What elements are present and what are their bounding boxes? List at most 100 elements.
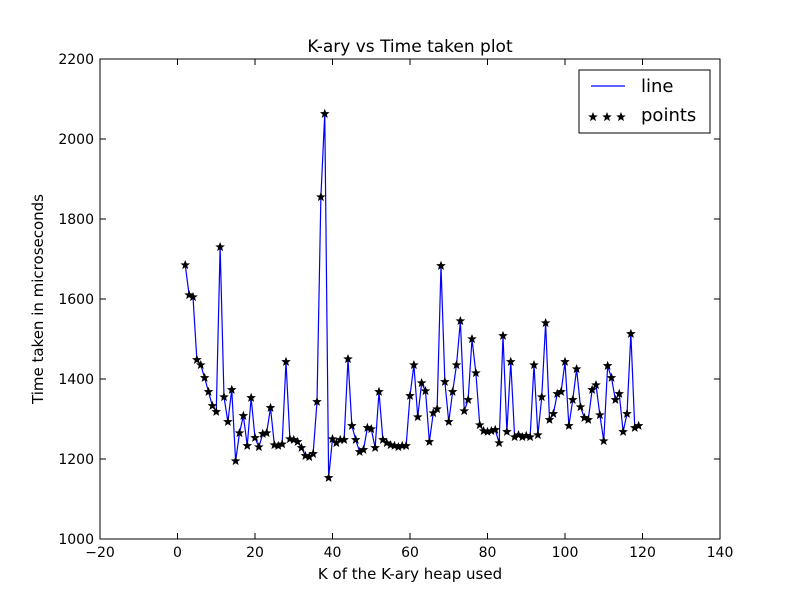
data-point	[471, 367, 481, 378]
data-point	[323, 472, 334, 482]
data-point	[374, 386, 384, 396]
data-point	[277, 439, 287, 449]
data-point	[180, 259, 191, 270]
x-tick-label: 80	[479, 545, 497, 561]
data-point	[316, 191, 326, 202]
legend-point-swatch	[588, 111, 598, 122]
data-point	[207, 400, 218, 410]
data-point	[409, 359, 419, 370]
data-point	[405, 390, 415, 400]
data-point	[494, 437, 504, 448]
data-point	[525, 431, 535, 442]
x-tick-label: 140	[707, 545, 734, 561]
data-point	[598, 435, 609, 446]
data-point	[312, 396, 322, 406]
legend: line points	[578, 69, 711, 134]
data-point	[223, 416, 233, 426]
data-point	[602, 360, 613, 370]
data-point	[548, 408, 559, 418]
data-point	[203, 386, 214, 396]
data-point	[412, 411, 423, 422]
data-point	[250, 432, 260, 442]
x-tick-label: 60	[401, 545, 419, 561]
data-point	[447, 386, 458, 396]
data-point	[381, 437, 392, 448]
y-tick-label: 2000	[58, 132, 94, 148]
data-point	[226, 384, 237, 394]
x-tick-label: −20	[85, 545, 115, 561]
x-tick-label: 20	[246, 545, 264, 561]
data-point	[540, 317, 551, 328]
data-point	[254, 441, 264, 452]
data-point	[436, 260, 446, 270]
data-point	[536, 391, 547, 402]
data-point	[358, 444, 369, 454]
x-axis-label: K of the K-ary heap used	[318, 565, 502, 583]
data-point	[474, 419, 485, 430]
data-point	[560, 356, 570, 366]
data-point	[211, 406, 222, 416]
data-point	[343, 353, 353, 364]
data-point	[350, 434, 361, 444]
data-point	[215, 241, 225, 252]
legend-point-swatch	[602, 111, 612, 122]
data-point	[188, 291, 198, 302]
data-point	[192, 354, 202, 364]
data-point	[199, 372, 210, 382]
data-point	[606, 372, 617, 382]
data-point	[579, 412, 590, 422]
data-point	[292, 436, 303, 446]
data-point	[610, 394, 621, 404]
data-point	[265, 402, 276, 412]
data-point	[490, 424, 501, 434]
data-point	[327, 433, 338, 444]
data-point	[626, 328, 636, 338]
data-point	[195, 359, 206, 370]
data-point	[502, 426, 512, 436]
data-point	[455, 315, 466, 326]
data-point	[564, 420, 574, 430]
data-point	[571, 363, 582, 374]
y-tick-label: 1200	[58, 452, 94, 468]
data-point	[618, 426, 628, 436]
data-point	[246, 392, 256, 402]
data-point	[633, 420, 644, 430]
legend-label-points: points	[641, 105, 696, 126]
data-point	[591, 379, 601, 390]
data-point	[261, 427, 272, 438]
data-point	[234, 427, 245, 438]
data-point	[339, 434, 349, 444]
data-point	[622, 408, 632, 418]
data-point	[513, 429, 524, 440]
data-point	[219, 391, 229, 402]
data-point	[308, 448, 318, 458]
y-tick-label: 1400	[58, 372, 94, 388]
data-point	[416, 377, 427, 388]
data-point	[556, 386, 566, 396]
chart-title: K-ary vs Time taken plot	[307, 37, 513, 57]
series-line	[184, 113, 639, 478]
data-point	[296, 442, 307, 452]
data-point	[366, 423, 377, 434]
legend-label-line: line	[641, 76, 673, 97]
data-point	[451, 359, 462, 370]
data-point	[281, 356, 291, 366]
data-point	[184, 289, 194, 300]
y-tick-label: 1000	[58, 532, 94, 548]
x-tick-label: 40	[324, 545, 342, 561]
plot-area: −20 0 20 40 60 80 100 120 140 1000 1200 1400 1600 180…	[58, 52, 733, 561]
legend-point-swatch	[616, 111, 626, 122]
x-tick-label: 0	[173, 545, 182, 561]
data-point	[238, 410, 249, 420]
legend-frame	[578, 69, 711, 134]
data-point	[319, 108, 330, 118]
data-point	[370, 442, 380, 452]
y-tick-label: 1600	[58, 292, 94, 308]
data-point	[401, 440, 411, 450]
data-point	[587, 384, 597, 394]
data-point	[463, 394, 473, 404]
x-tick-label: 120	[629, 545, 656, 561]
data-point	[420, 385, 431, 396]
data-point	[529, 359, 539, 370]
